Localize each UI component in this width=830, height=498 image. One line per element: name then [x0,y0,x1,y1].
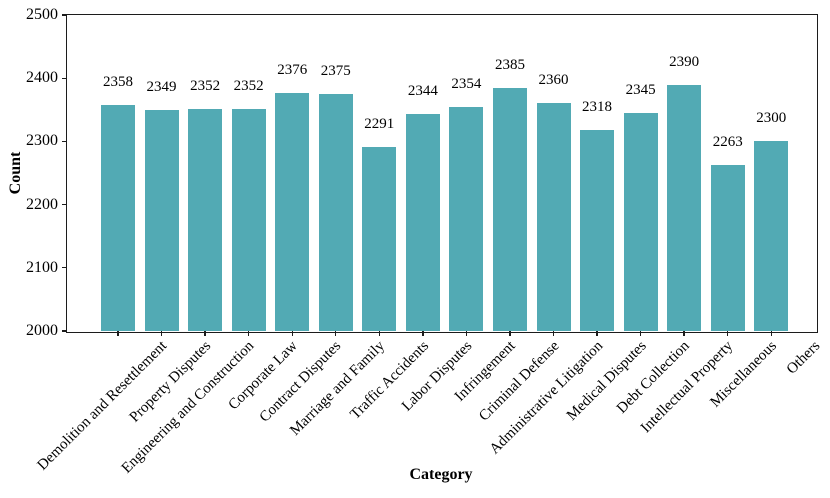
bar-value-label: 2352 [190,77,221,94]
y-tick-label: 2000 [26,322,58,339]
x-tick-mark [683,331,685,336]
y-tick-label: 2200 [26,195,58,213]
bar [536,103,571,331]
y-axis-title: Count [7,151,24,195]
x-tick-mark [291,331,293,336]
x-tick-mark [378,331,380,336]
x-tick-mark [727,331,729,336]
plot-area [65,13,818,333]
x-tick-mark [639,331,642,336]
x-tick-mark [117,331,119,336]
bar-value-label: 2318 [582,99,613,116]
bar [101,104,135,331]
bar-value-label: 2291 [364,116,395,133]
bar [231,108,266,331]
x-tick-mark [509,331,511,336]
bar-value-label: 2263 [712,133,743,150]
y-tick-mark [62,140,67,143]
bar [188,108,223,331]
x-tick-mark [247,331,250,336]
y-tick-label: 2100 [26,258,58,276]
x-tick-label: Criminal Defense [475,338,563,425]
bar [318,94,353,331]
bar-value-label: 2376 [277,62,308,79]
bar [623,112,658,331]
bar [492,87,527,331]
y-tick-mark [62,14,67,16]
bar [405,113,440,331]
x-tick-label: Traffic Accidents [346,338,432,423]
bar-value-label: 2344 [407,82,438,99]
x-tick-mark [552,331,555,336]
bar [754,141,789,331]
bar-value-label: 2354 [451,76,482,93]
x-tick-label: Medical Disputes [563,338,650,424]
bar-value-label: 2375 [320,63,351,79]
bar-value-label: 2352 [233,77,264,94]
bar [275,93,310,331]
y-tick-mark [62,203,67,206]
bar [449,107,484,331]
x-tick-mark [335,331,337,336]
y-tick-label: 2300 [26,132,58,150]
y-tick-label: 2400 [26,69,58,87]
y-tick-mark [62,77,67,79]
bar [144,110,179,331]
x-tick-mark [770,331,772,336]
bar-value-label: 2360 [538,72,569,89]
bar-value-label: 2345 [625,81,656,98]
bar-value-label: 2300 [756,110,787,127]
y-tick-mark [62,267,67,269]
bar [667,84,702,331]
x-tick-mark [422,331,424,336]
y-tick-mark [62,330,67,332]
bar-value-label: 2385 [494,56,525,73]
bar-value-label: 2390 [669,53,700,70]
bar [710,164,745,331]
y-tick-label: 2500 [26,6,58,23]
x-tick-mark [465,331,468,336]
bar [580,130,615,331]
x-axis-title: Category [409,466,473,483]
x-tick-mark [596,331,598,336]
bar-value-label: 2349 [146,79,177,96]
bar-value-label: 2358 [103,73,133,90]
x-tick-mark [204,331,206,336]
x-tick-mark [160,331,163,336]
x-tick-label: Others [783,338,824,378]
bar [362,147,397,331]
